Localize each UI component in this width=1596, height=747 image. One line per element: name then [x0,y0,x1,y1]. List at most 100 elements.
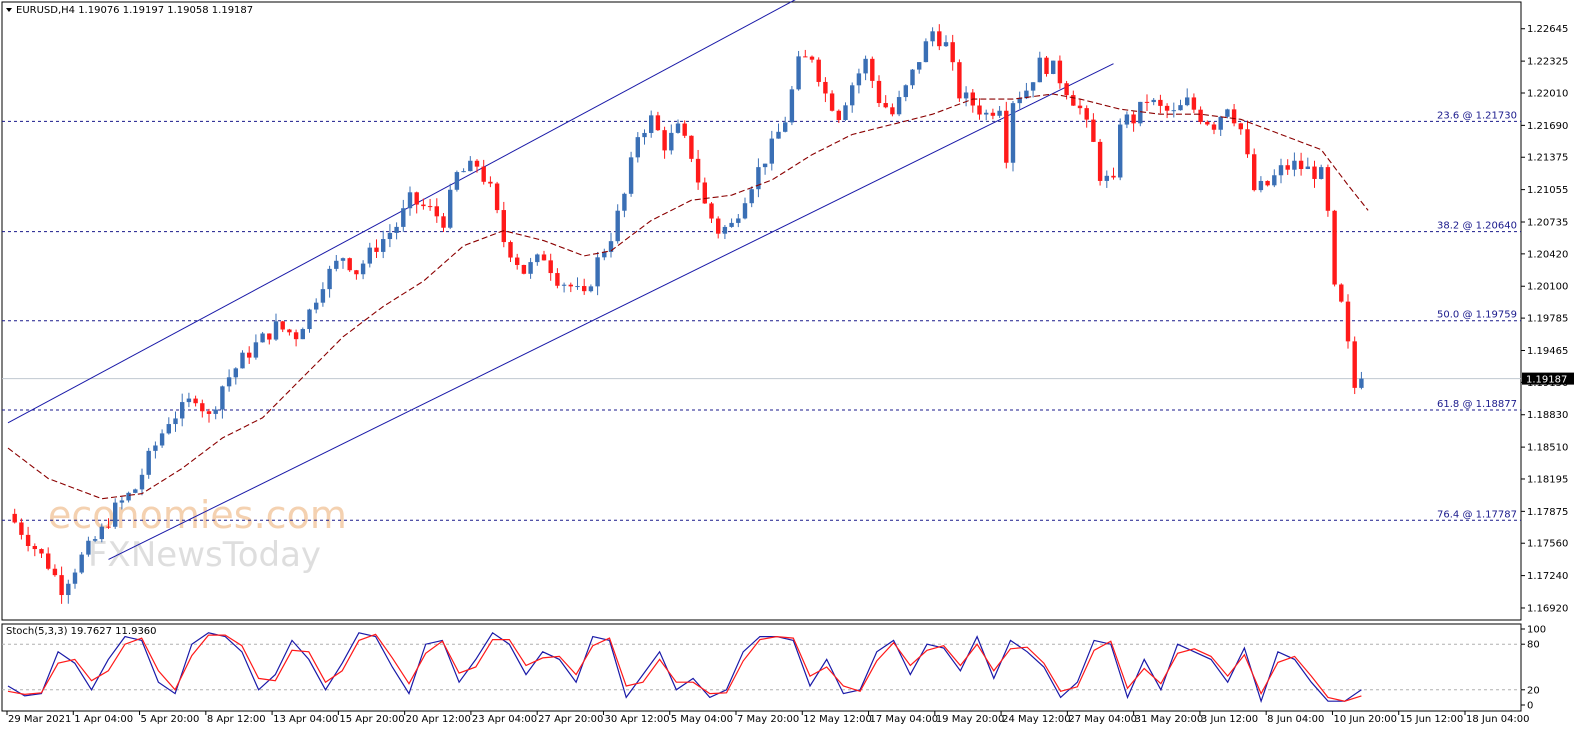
candle-body [1024,90,1029,99]
candle [1010,100,1016,172]
y-tick-label: 1.21055 [1527,185,1568,196]
candle-body [642,132,647,138]
candle-body [655,115,661,131]
candle-body [327,268,332,290]
candle-body [508,242,513,258]
candle [414,191,419,214]
candle [1004,101,1009,169]
candle-body [943,42,949,47]
candle [1024,82,1029,100]
candle [206,408,212,423]
candle [836,109,841,123]
candle [200,399,205,418]
candle [474,159,480,173]
candle [126,491,131,503]
candle-body [66,583,71,596]
candle-body [1057,60,1063,84]
candle [39,548,44,559]
candle [709,202,714,223]
candle-body [1265,180,1270,186]
candle [957,59,962,102]
candle-body [1144,101,1150,103]
candle [1319,164,1324,180]
candle-body [635,137,640,158]
candle-body [106,526,111,528]
candle-body [769,138,774,164]
candle-body [997,110,1002,116]
candle [354,269,359,280]
candle-body [273,321,279,340]
collapse-triangle-icon[interactable] [6,8,12,12]
candle-body [300,329,305,340]
candle [1111,167,1116,180]
x-tick-label: 12 May 12:00 [803,714,872,725]
candle-body [1191,97,1197,110]
x-tick-label: 15 Apr 20:00 [339,714,404,725]
candle [153,441,158,459]
stoch-signal-line [7,633,1362,702]
candle [1359,371,1364,390]
moving-average-line [7,93,1369,500]
candle-body [1231,109,1237,124]
candle [52,564,58,577]
candle-body [25,534,31,546]
candle [367,242,372,268]
candle-body [1124,114,1130,125]
candle [649,110,654,138]
candle [72,568,78,589]
candle [883,95,888,109]
candle [233,367,238,385]
candle [749,186,754,208]
candle-body [1158,99,1163,106]
candle-body [1091,119,1096,142]
candle [401,199,406,232]
candle-body [883,103,888,108]
fib-level-label: 23.6 @ 1.21730 [1437,110,1517,121]
stoch-panel-frame [1,623,1522,712]
candle-body [253,342,259,358]
candle-body [186,398,192,403]
candle-body [602,251,607,258]
y-tick-label: 1.19785 [1527,314,1568,325]
candle [92,536,98,543]
x-tick-label: 7 May 20:00 [737,714,799,725]
candle [106,518,111,529]
candle-body [367,247,372,264]
x-tick-label: 20 Apr 12:00 [406,714,471,725]
candle-body [1164,105,1170,111]
candle [1231,103,1237,127]
candle [615,204,620,244]
candle [1097,138,1103,186]
candle [896,90,902,117]
candle-body [1352,341,1357,388]
candle-body [977,105,982,115]
candle [742,197,748,220]
candle [347,257,352,272]
candle [360,260,366,280]
candle [193,395,198,407]
candle-body [1037,57,1042,83]
candle [863,55,868,81]
y-tick-label: 1.18195 [1527,474,1568,485]
candle [890,103,895,117]
candle-body [39,549,44,554]
candle-body [468,160,473,172]
candle [1084,105,1089,128]
candle [816,57,821,87]
candle-body [762,163,768,168]
stoch-y-tick-label: 100 [1527,625,1546,636]
candle [1030,82,1036,98]
candle [662,126,667,159]
candle-body [588,286,594,292]
candle [1305,157,1310,170]
x-tick-label: 5 Apr 20:00 [141,714,200,725]
candle [1272,169,1277,188]
y-tick-label: 1.22325 [1527,57,1568,68]
candle-body [695,158,701,183]
candle [441,212,446,232]
candle-body [113,502,118,527]
candle-body [950,42,955,63]
candle-body [92,539,98,541]
candle [870,56,875,89]
